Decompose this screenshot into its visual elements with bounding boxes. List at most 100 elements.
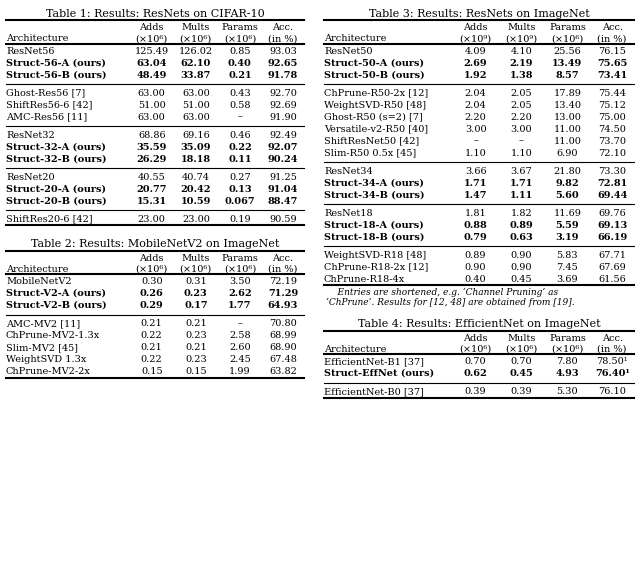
Text: 90.59: 90.59 xyxy=(269,214,297,223)
Text: 76.15: 76.15 xyxy=(598,46,626,56)
Text: Mults: Mults xyxy=(182,254,210,262)
Text: 63.00: 63.00 xyxy=(182,89,210,97)
Text: 4.93: 4.93 xyxy=(556,369,579,378)
Text: 5.59: 5.59 xyxy=(556,221,579,229)
Text: 0.40: 0.40 xyxy=(228,58,252,68)
Text: 33.87: 33.87 xyxy=(180,71,211,79)
Text: 90.24: 90.24 xyxy=(268,155,298,163)
Text: 11.00: 11.00 xyxy=(554,124,581,134)
Text: AMC-MV2 [11]: AMC-MV2 [11] xyxy=(6,319,80,328)
Text: Struct-50-A (ours): Struct-50-A (ours) xyxy=(324,58,424,68)
Text: 13.00: 13.00 xyxy=(554,112,581,122)
Text: 3.00: 3.00 xyxy=(465,124,486,134)
Text: Struct-V2-A (ours): Struct-V2-A (ours) xyxy=(6,289,106,298)
Text: 0.22: 0.22 xyxy=(228,142,252,152)
Text: 0.79: 0.79 xyxy=(464,233,488,241)
Text: 1.82: 1.82 xyxy=(511,208,532,218)
Text: 0.23: 0.23 xyxy=(184,289,208,298)
Text: Struct-56-B (ours): Struct-56-B (ours) xyxy=(6,71,106,79)
Text: Table 3: Results: ResNets on ImageNet: Table 3: Results: ResNets on ImageNet xyxy=(369,9,589,19)
Text: 91.04: 91.04 xyxy=(268,185,298,193)
Text: 2.58: 2.58 xyxy=(229,331,251,340)
Text: 3.67: 3.67 xyxy=(511,167,532,175)
Text: 0.90: 0.90 xyxy=(465,262,486,272)
Text: 13.49: 13.49 xyxy=(552,58,582,68)
Text: 0.63: 0.63 xyxy=(509,233,533,241)
Text: EfficientNet-B1 [37]: EfficientNet-B1 [37] xyxy=(324,357,424,366)
Text: Versatile-v2-R50 [40]: Versatile-v2-R50 [40] xyxy=(324,124,428,134)
Text: 68.86: 68.86 xyxy=(138,130,166,140)
Text: 0.19: 0.19 xyxy=(229,214,251,223)
Text: (×10⁶): (×10⁶) xyxy=(180,34,212,43)
Text: 10.59: 10.59 xyxy=(180,196,211,206)
Text: 5.30: 5.30 xyxy=(557,387,578,396)
Text: Struct-32-B (ours): Struct-32-B (ours) xyxy=(6,155,106,163)
Text: 0.89: 0.89 xyxy=(509,221,533,229)
Text: 0.29: 0.29 xyxy=(140,301,164,310)
Text: 7.45: 7.45 xyxy=(556,262,578,272)
Text: (×10⁶): (×10⁶) xyxy=(551,34,584,43)
Text: 2.69: 2.69 xyxy=(464,58,488,68)
Text: 0.067: 0.067 xyxy=(225,196,255,206)
Text: Architecture: Architecture xyxy=(324,34,387,43)
Text: Struct-32-A (ours): Struct-32-A (ours) xyxy=(6,142,106,152)
Text: 72.19: 72.19 xyxy=(269,277,297,286)
Text: Slim-MV2 [45]: Slim-MV2 [45] xyxy=(6,343,78,352)
Text: 73.70: 73.70 xyxy=(598,137,626,145)
Text: 0.15: 0.15 xyxy=(185,367,207,376)
Text: Params: Params xyxy=(221,254,259,262)
Text: 0.85: 0.85 xyxy=(229,46,251,56)
Text: 21.80: 21.80 xyxy=(554,167,581,175)
Text: 0.13: 0.13 xyxy=(228,185,252,193)
Text: Architecture: Architecture xyxy=(6,34,68,43)
Text: 3.50: 3.50 xyxy=(229,277,251,286)
Text: ResNet18: ResNet18 xyxy=(324,208,372,218)
Text: 78.50¹: 78.50¹ xyxy=(596,357,628,366)
Text: 0.23: 0.23 xyxy=(185,355,207,364)
Text: 75.12: 75.12 xyxy=(598,101,626,109)
Text: 2.04: 2.04 xyxy=(465,89,486,97)
Text: 63.00: 63.00 xyxy=(138,112,166,122)
Text: 0.45: 0.45 xyxy=(509,369,533,378)
Text: 68.90: 68.90 xyxy=(269,343,297,352)
Text: 0.17: 0.17 xyxy=(184,301,207,310)
Text: 51.00: 51.00 xyxy=(138,101,166,109)
Text: 1.71: 1.71 xyxy=(464,178,487,188)
Text: EfficientNet-B0 [37]: EfficientNet-B0 [37] xyxy=(324,387,424,396)
Text: 5.83: 5.83 xyxy=(557,251,578,259)
Text: ChPrune-MV2-2x: ChPrune-MV2-2x xyxy=(6,367,91,376)
Text: 0.40: 0.40 xyxy=(465,274,486,284)
Text: 0.46: 0.46 xyxy=(229,130,251,140)
Text: 92.07: 92.07 xyxy=(268,142,298,152)
Text: 68.99: 68.99 xyxy=(269,331,297,340)
Text: 2.45: 2.45 xyxy=(229,355,251,364)
Text: 1.11: 1.11 xyxy=(510,190,533,200)
Text: (×10⁶): (×10⁶) xyxy=(136,265,168,273)
Text: 0.58: 0.58 xyxy=(229,101,251,109)
Text: 0.22: 0.22 xyxy=(141,331,163,340)
Text: Adds: Adds xyxy=(463,23,488,32)
Text: 26.29: 26.29 xyxy=(136,155,167,163)
Text: Mults: Mults xyxy=(508,334,536,343)
Text: –: – xyxy=(519,137,524,145)
Text: 0.15: 0.15 xyxy=(141,367,163,376)
Text: 126.02: 126.02 xyxy=(179,46,213,56)
Text: 76.40¹: 76.40¹ xyxy=(595,369,630,378)
Text: 67.69: 67.69 xyxy=(598,262,626,272)
Text: 69.16: 69.16 xyxy=(182,130,210,140)
Text: Params: Params xyxy=(221,23,259,32)
Text: Mults: Mults xyxy=(182,23,210,32)
Text: 0.31: 0.31 xyxy=(185,277,207,286)
Text: WeightSVD 1.3x: WeightSVD 1.3x xyxy=(6,355,86,364)
Text: 72.10: 72.10 xyxy=(598,148,626,157)
Text: AMC-Res56 [11]: AMC-Res56 [11] xyxy=(6,112,87,122)
Text: Acc.: Acc. xyxy=(602,23,623,32)
Text: 0.45: 0.45 xyxy=(511,274,532,284)
Text: 3.66: 3.66 xyxy=(465,167,486,175)
Text: ResNet32: ResNet32 xyxy=(6,130,55,140)
Text: 1.10: 1.10 xyxy=(465,148,486,157)
Text: 1.81: 1.81 xyxy=(465,208,486,218)
Text: –: – xyxy=(237,112,243,122)
Text: 0.21: 0.21 xyxy=(185,319,207,328)
Text: Table 1: Results: ResNets on CIFAR-10: Table 1: Results: ResNets on CIFAR-10 xyxy=(45,9,264,19)
